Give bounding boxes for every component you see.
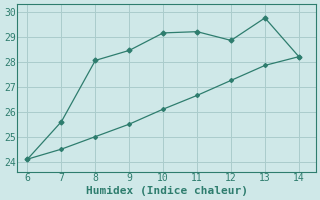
X-axis label: Humidex (Indice chaleur): Humidex (Indice chaleur)	[85, 186, 248, 196]
